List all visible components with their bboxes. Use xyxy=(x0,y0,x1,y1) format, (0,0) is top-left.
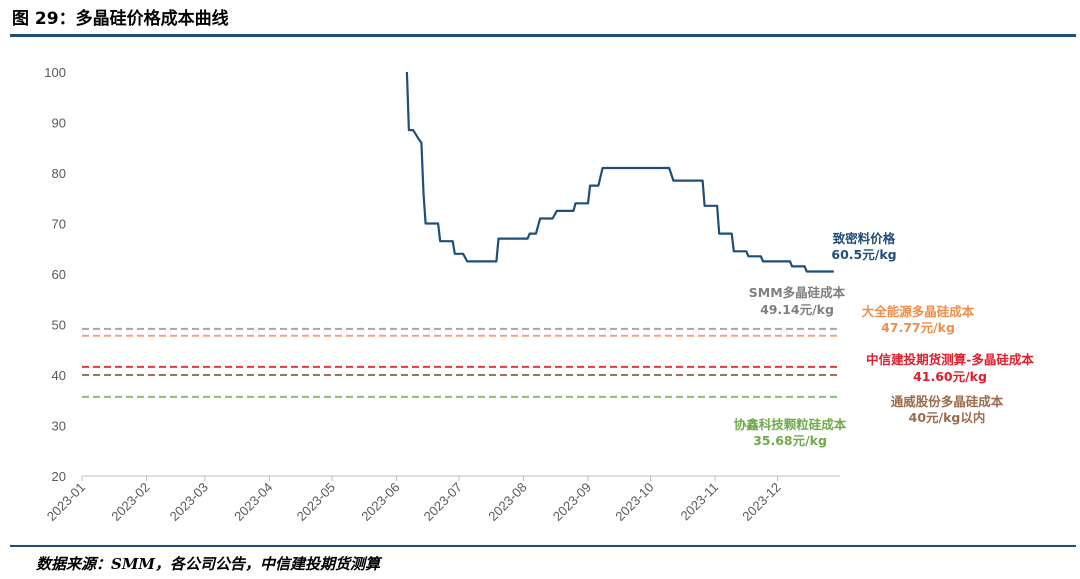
price-series-name: 致密料价格 xyxy=(833,231,896,246)
y-tick-label: 30 xyxy=(52,419,66,434)
y-tick-label: 70 xyxy=(52,217,66,232)
cost-line-value: 40元/kg以内 xyxy=(909,410,986,425)
x-tick-label: 2023-12 xyxy=(739,480,783,524)
figure-title: 图 29：多晶硅价格成本曲线 xyxy=(12,9,229,29)
y-tick-label: 50 xyxy=(52,318,66,333)
cost-line-name: 通威股份多晶硅成本 xyxy=(891,394,1004,409)
y-tick-label: 60 xyxy=(52,267,66,282)
top-rule xyxy=(10,34,1076,37)
x-tick-label: 2023-03 xyxy=(167,480,211,524)
cost-lines xyxy=(82,327,840,398)
x-axis: 2023-01 2023-02 2023-03 2023-04 2023-05 2023-… xyxy=(44,475,840,524)
y-tick-label: 90 xyxy=(52,116,66,131)
cost-line-value: 49.14元/kg xyxy=(760,302,834,317)
x-tick-label: 2023-06 xyxy=(358,480,402,524)
x-tick-label: 2023-01 xyxy=(44,480,88,524)
price-series-line xyxy=(405,71,834,273)
x-tick-label: 2023-11 xyxy=(678,480,722,524)
y-tick-label: 80 xyxy=(52,166,66,181)
x-tick-label: 2023-09 xyxy=(550,480,594,524)
cost-line-value: 35.68元/kg xyxy=(753,433,827,448)
bottom-rule xyxy=(10,545,1076,547)
x-tick-label: 2023-10 xyxy=(612,480,656,524)
x-tick-label: 2023-04 xyxy=(231,480,275,524)
y-tick-label: 20 xyxy=(52,469,66,484)
cost-line-name: 协鑫科技颗粒硅成本 xyxy=(734,417,847,432)
cost-line-name: 大全能源多晶硅成本 xyxy=(862,304,975,319)
source-note: 数据来源：SMM，各公司公告，中信建投期货测算 xyxy=(36,555,381,573)
y-axis: 20 30 40 50 60 70 80 90 100 xyxy=(44,65,66,484)
cost-line-value: 41.60元/kg xyxy=(913,369,987,384)
price-line-group xyxy=(405,71,834,273)
x-tick-label: 2023-05 xyxy=(294,480,338,524)
x-tick-label: 2023-02 xyxy=(108,480,152,524)
y-tick-label: 40 xyxy=(52,368,66,383)
x-tick-label: 2023-07 xyxy=(421,480,465,524)
cost-line-name: SMM多晶硅成本 xyxy=(749,285,846,300)
price-series-value: 60.5元/kg xyxy=(831,247,896,262)
x-tick-label: 2023-08 xyxy=(485,480,529,524)
y-tick-label: 100 xyxy=(44,65,66,80)
cost-line-value: 47.77元/kg xyxy=(881,320,955,335)
cost-line-name: 中信建投期货测算-多晶硅成本 xyxy=(866,352,1034,367)
